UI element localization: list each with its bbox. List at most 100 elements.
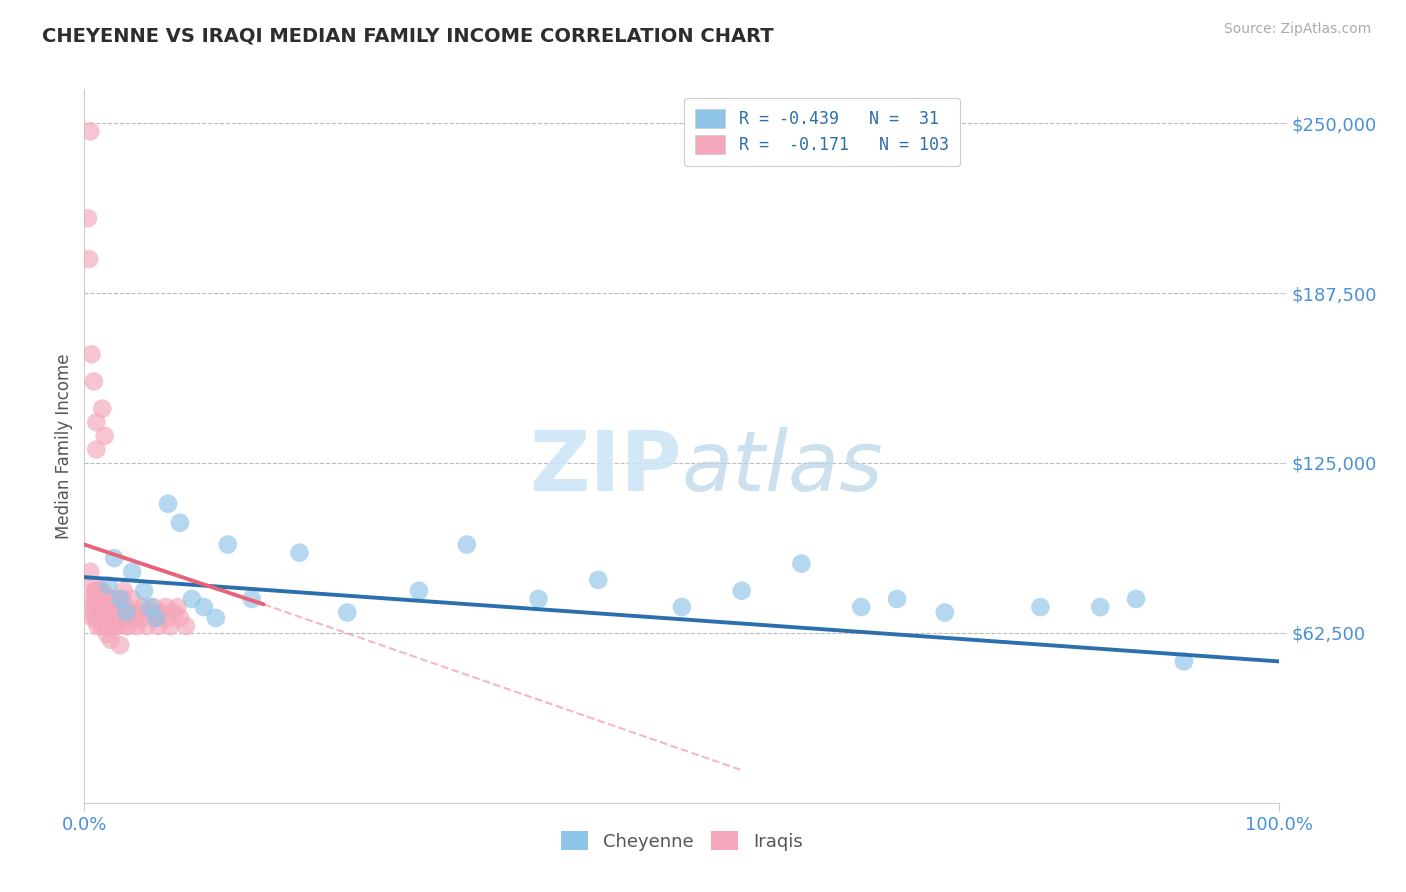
Point xyxy=(90,606,112,620)
Point xyxy=(155,600,177,615)
Point xyxy=(80,347,103,361)
Point xyxy=(98,600,121,615)
Point xyxy=(1173,655,1195,669)
Point xyxy=(90,619,112,633)
Point xyxy=(77,252,100,266)
Point xyxy=(1090,600,1112,615)
Point xyxy=(174,619,197,633)
Point xyxy=(115,606,138,620)
Point xyxy=(139,600,162,615)
Point xyxy=(89,600,111,615)
Point xyxy=(96,611,118,625)
Point xyxy=(89,591,111,606)
Point xyxy=(240,591,263,606)
Point xyxy=(90,591,112,606)
Point xyxy=(110,600,132,615)
Point xyxy=(408,583,430,598)
Point xyxy=(79,124,101,138)
Point xyxy=(117,611,139,625)
Point xyxy=(91,600,114,615)
Point xyxy=(97,591,120,606)
Point xyxy=(148,619,170,633)
Point xyxy=(121,606,143,620)
Point xyxy=(169,611,191,625)
Point xyxy=(84,611,107,625)
Point xyxy=(132,583,156,598)
Point xyxy=(145,611,167,625)
Point xyxy=(131,600,153,615)
Point xyxy=(83,606,105,620)
Point xyxy=(166,600,188,615)
Point xyxy=(77,211,100,226)
Point xyxy=(934,606,956,620)
Point xyxy=(145,611,167,625)
Point xyxy=(105,606,128,620)
Point xyxy=(105,591,128,606)
Point xyxy=(103,600,125,615)
Point xyxy=(181,591,204,606)
Point xyxy=(82,578,104,592)
Point xyxy=(107,619,129,633)
Point xyxy=(112,583,135,598)
Text: ZIP: ZIP xyxy=(530,427,682,508)
Point xyxy=(80,591,103,606)
Point xyxy=(101,600,124,615)
Point xyxy=(93,619,115,633)
Point xyxy=(87,611,110,625)
Point xyxy=(94,600,117,615)
Legend: Cheyenne, Iraqis: Cheyenne, Iraqis xyxy=(554,824,810,858)
Point xyxy=(159,619,181,633)
Point xyxy=(86,442,108,457)
Point xyxy=(79,565,101,579)
Point xyxy=(91,611,114,625)
Point xyxy=(169,516,191,530)
Point xyxy=(82,611,104,625)
Point xyxy=(97,611,120,625)
Point xyxy=(110,591,132,606)
Point xyxy=(103,611,125,625)
Point xyxy=(145,611,167,625)
Text: Source: ZipAtlas.com: Source: ZipAtlas.com xyxy=(1223,22,1371,37)
Point xyxy=(91,401,114,416)
Point xyxy=(97,578,120,592)
Point xyxy=(97,600,120,615)
Point xyxy=(121,591,143,606)
Point xyxy=(150,606,173,620)
Point xyxy=(93,611,115,625)
Point xyxy=(115,600,138,615)
Point xyxy=(100,591,122,606)
Point xyxy=(132,611,156,625)
Point xyxy=(671,600,693,615)
Point xyxy=(98,606,121,620)
Point xyxy=(84,583,107,598)
Point xyxy=(104,611,127,625)
Point xyxy=(93,611,115,625)
Point xyxy=(86,600,108,615)
Point xyxy=(101,619,124,633)
Point xyxy=(86,591,108,606)
Point xyxy=(93,429,115,443)
Point xyxy=(100,632,122,647)
Point xyxy=(114,606,136,620)
Point xyxy=(108,606,131,620)
Point xyxy=(89,611,111,625)
Point xyxy=(89,583,111,598)
Y-axis label: Median Family Income: Median Family Income xyxy=(55,353,73,539)
Point xyxy=(121,565,143,579)
Point xyxy=(110,611,132,625)
Point xyxy=(139,606,162,620)
Text: atlas: atlas xyxy=(682,427,883,508)
Point xyxy=(117,619,139,633)
Point xyxy=(86,611,108,625)
Point xyxy=(94,606,117,620)
Point xyxy=(87,606,110,620)
Point xyxy=(135,619,157,633)
Point xyxy=(87,598,110,612)
Point xyxy=(86,591,108,606)
Point xyxy=(336,606,359,620)
Point xyxy=(588,573,610,587)
Point xyxy=(157,611,180,625)
Point xyxy=(100,611,122,625)
Point xyxy=(851,600,873,615)
Point xyxy=(456,537,478,551)
